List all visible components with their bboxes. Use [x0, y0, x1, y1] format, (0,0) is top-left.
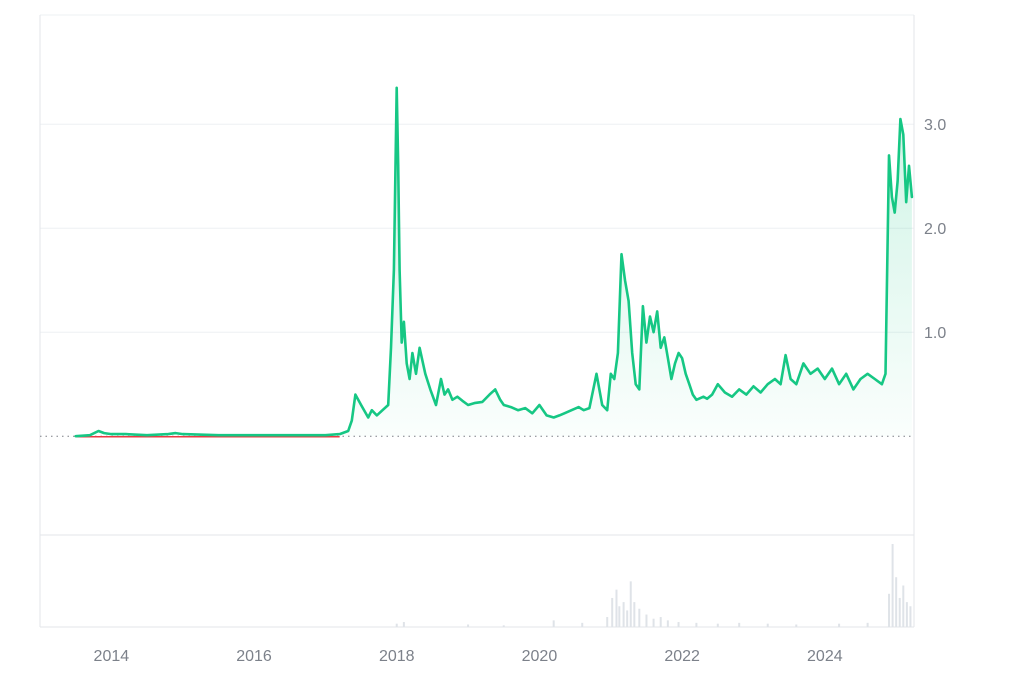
volume-bar — [502, 625, 505, 627]
volume-bar — [795, 624, 798, 627]
volume-bar — [638, 608, 641, 627]
volume-bar — [622, 602, 625, 627]
volume-bar — [766, 623, 769, 627]
volume-bar — [738, 622, 741, 627]
volume-bar — [618, 606, 621, 627]
volume-bar — [629, 581, 632, 627]
volume-bar — [866, 622, 869, 627]
price-area-fill — [75, 87, 912, 437]
volume-bar — [552, 620, 555, 627]
volume-bar — [626, 610, 629, 627]
volume-bar — [838, 623, 841, 627]
volume-bar — [402, 622, 405, 627]
x-tick-label: 2018 — [379, 648, 415, 665]
x-tick-label: 2020 — [522, 648, 558, 665]
volume-bar — [645, 614, 648, 627]
x-tick-label: 2024 — [807, 648, 843, 665]
volume-bar — [902, 585, 905, 627]
x-tick-label: 2014 — [94, 648, 130, 665]
grid-layer — [40, 123, 914, 333]
y-tick-label: 1.0 — [924, 325, 946, 342]
price-area — [75, 87, 912, 437]
volume-bar — [659, 617, 662, 627]
volume-bar — [888, 593, 891, 627]
volume-bar — [611, 597, 614, 627]
volume-bar — [716, 623, 719, 627]
y-tick-label: 2.0 — [924, 221, 946, 238]
volume-bar — [652, 618, 655, 627]
volume-bar — [905, 602, 908, 627]
volume-bars — [395, 544, 912, 627]
y-axis-ticks: 1.0 2.0 3.0 — [924, 117, 946, 342]
volume-bar — [891, 544, 894, 627]
volume-bar — [677, 622, 680, 627]
x-axis-ticks: 2014 2016 2018 2020 2022 2024 — [94, 648, 843, 665]
volume-bar — [633, 602, 636, 627]
volume-bar — [895, 577, 898, 627]
x-tick-label: 2022 — [664, 648, 700, 665]
x-tick-label: 2016 — [236, 648, 272, 665]
chart-frame — [39, 14, 915, 628]
price-line-layer — [74, 86, 914, 438]
volume-bar — [666, 620, 669, 627]
volume-bar — [606, 617, 609, 627]
volume-bar — [615, 589, 618, 627]
volume-bar — [898, 597, 901, 627]
y-tick-label: 3.0 — [924, 117, 946, 134]
price-line — [74, 86, 914, 438]
volume-bar — [581, 622, 584, 627]
volume-bar — [467, 624, 470, 627]
volume-bar — [395, 623, 398, 627]
volume-bar — [695, 622, 698, 627]
volume-bar — [909, 606, 912, 627]
